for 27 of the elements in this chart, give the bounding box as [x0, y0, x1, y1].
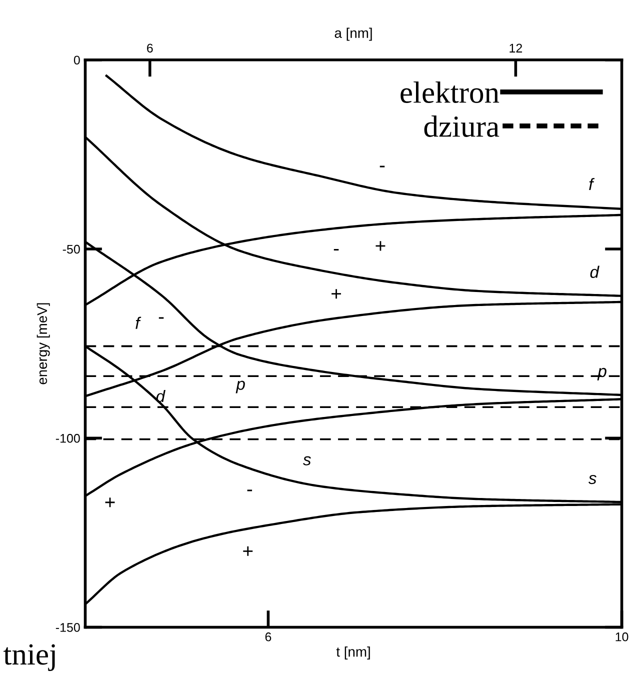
text: tniej: [4, 644, 55, 671]
annotation: s: [302, 456, 311, 466]
x2-axis-title: a [nm]: [334, 28, 372, 41]
annotation: -: [334, 248, 339, 251]
y-axis-title: energy [meV]: [36, 303, 50, 384]
annotation: -: [158, 317, 164, 319]
annotation: +: [376, 241, 386, 251]
x2-tick-label: 12: [510, 44, 522, 52]
x-tick-label: 10: [616, 632, 628, 642]
y-tick-label: -50: [62, 244, 80, 254]
legend-label: dziura: [424, 115, 500, 137]
annotation: +: [332, 289, 341, 299]
annotation: p: [236, 380, 245, 394]
legend-label: elektron: [400, 81, 500, 103]
annotation: d: [590, 266, 600, 278]
annotation: -: [380, 166, 385, 168]
annotation: +: [243, 546, 253, 556]
x2-tick-label: 6: [147, 44, 153, 53]
annotation: f: [589, 178, 595, 190]
y-tick-label: 0: [74, 56, 80, 65]
y-tick-label: -100: [56, 434, 80, 443]
annotation: f: [136, 316, 142, 329]
x-axis-title: t [nm]: [336, 646, 370, 660]
annotation: +: [105, 498, 115, 508]
annotation: -: [247, 490, 252, 492]
y-tick-label: -150: [56, 623, 80, 632]
annotation: s: [588, 474, 596, 484]
